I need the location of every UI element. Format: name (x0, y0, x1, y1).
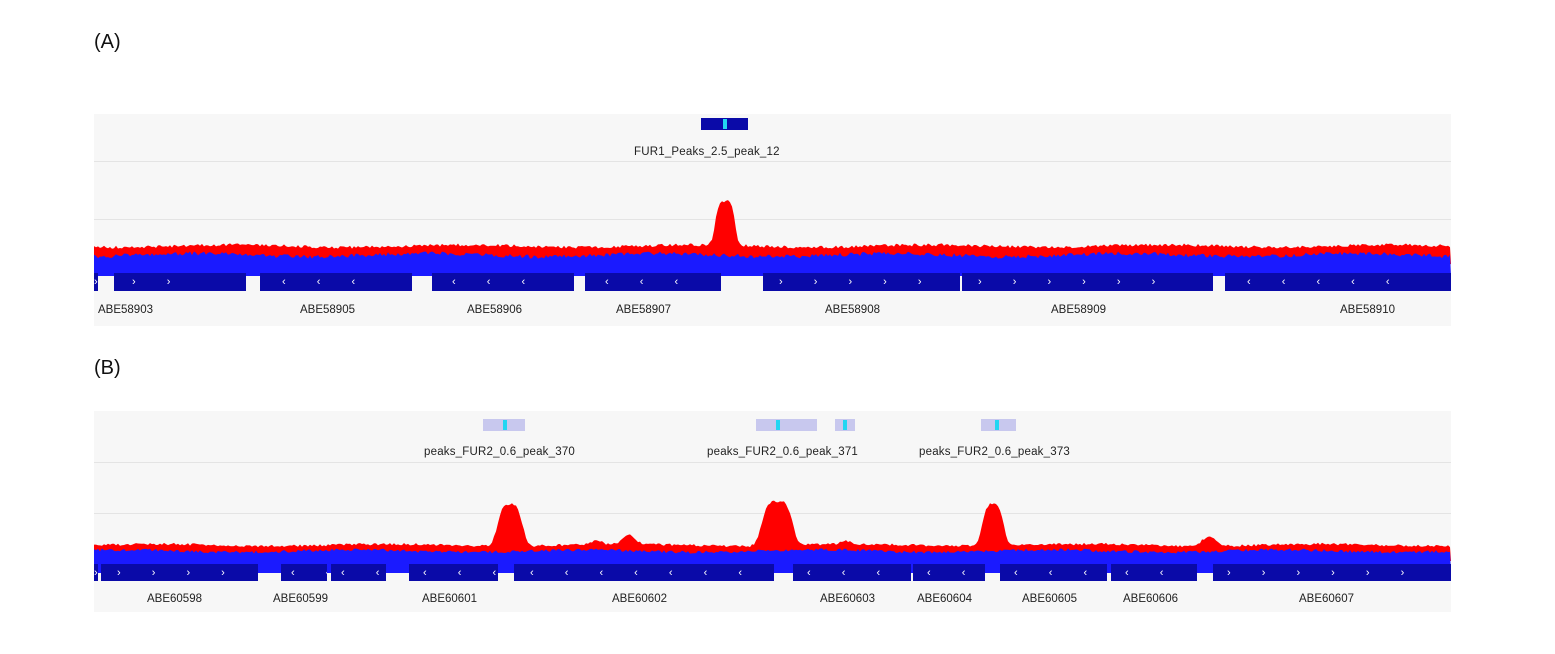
gene-feature[interactable]: ‹ ‹ ‹ (585, 273, 721, 291)
peak-region-box[interactable] (981, 419, 1016, 431)
gene-label: ABE60602 (612, 593, 667, 605)
gene-label: ABE58907 (616, 304, 671, 316)
peak-summit-mark (503, 420, 507, 430)
gene-feature[interactable]: ‹ ‹ ‹ (432, 273, 574, 291)
gene-feature[interactable]: ‹ ‹ ‹ (409, 564, 498, 581)
gene-label: ABE58910 (1340, 304, 1395, 316)
gene-label: ABE60603 (820, 593, 875, 605)
gene-label: ABE58903 (98, 304, 153, 316)
gene-feature[interactable]: ‹ ‹ (1111, 564, 1197, 581)
gene-feature[interactable]: ‹ ‹ (913, 564, 985, 581)
grid-line (94, 161, 1451, 162)
gene-label: ABE60606 (1123, 593, 1178, 605)
peak-summit-mark (995, 420, 999, 430)
panel-a-label: (A) (94, 31, 121, 53)
peak-label: peaks_FUR2_0.6_peak_373 (919, 446, 1071, 458)
peak-summit-mark (843, 420, 847, 430)
gene-label: ABE60605 (1022, 593, 1077, 605)
gene-feature[interactable]: › › (114, 273, 246, 291)
gene-label: ABE60601 (422, 593, 477, 605)
gene-feature[interactable]: › › › › › (763, 273, 960, 291)
panel-a-track: FUR1_Peaks_2.5_peak_12 › › › › ‹ ‹ ‹ ‹ ‹… (94, 114, 1451, 326)
gene-label: ABE60599 (273, 593, 328, 605)
gene-feature[interactable]: ‹ ‹ ‹ (281, 564, 327, 581)
gene-feature[interactable]: › › › › (94, 564, 98, 581)
gene-label: ABE60598 (147, 593, 202, 605)
gene-feature[interactable]: › › › › (101, 564, 258, 581)
grid-line (94, 462, 1451, 463)
gene-label: ABE58909 (1051, 304, 1106, 316)
peak-label: peaks_FUR2_0.6_peak_371 (707, 446, 859, 458)
chip-coverage-track (94, 500, 1451, 561)
peak-region-box[interactable] (701, 118, 748, 130)
peak-region-box[interactable] (483, 419, 525, 431)
peak-region-box[interactable] (756, 419, 817, 431)
gene-label: ABE58906 (467, 304, 522, 316)
gene-label: ABE58908 (825, 304, 880, 316)
gene-label: ABE60604 (917, 593, 972, 605)
peak-label: peaks_FUR2_0.6_peak_370 (424, 446, 576, 458)
peak-label: FUR1_Peaks_2.5_peak_12 (634, 146, 780, 158)
gene-feature[interactable]: ‹ ‹ ‹ (1000, 564, 1107, 581)
gene-feature[interactable]: › › › › › › (1213, 564, 1451, 581)
gene-feature[interactable]: ‹ ‹ ‹ (331, 564, 386, 581)
grid-line (94, 219, 1451, 220)
gene-feature[interactable]: ‹ ‹ ‹ (793, 564, 911, 581)
input-coverage-track (94, 251, 1451, 276)
peak-summit-mark (723, 119, 727, 129)
gene-feature[interactable]: › › (94, 273, 98, 291)
gene-feature[interactable]: ‹ ‹ ‹ ‹ ‹ (1225, 273, 1451, 291)
peak-summit-mark (776, 420, 780, 430)
gene-label: ABE58905 (300, 304, 355, 316)
gene-label: ABE60607 (1299, 593, 1354, 605)
panel-b-track: peaks_FUR2_0.6_peak_370 peaks_FUR2_0.6_p… (94, 411, 1451, 612)
gene-feature[interactable]: ‹ ‹ ‹ ‹ ‹ ‹ ‹ (514, 564, 774, 581)
chip-coverage-track (94, 200, 1451, 264)
gene-feature[interactable]: › › › › › › (962, 273, 1213, 291)
gene-feature[interactable]: ‹ ‹ ‹ (260, 273, 412, 291)
peak-region-box[interactable] (835, 419, 855, 431)
panel-b-label: (B) (94, 357, 121, 379)
